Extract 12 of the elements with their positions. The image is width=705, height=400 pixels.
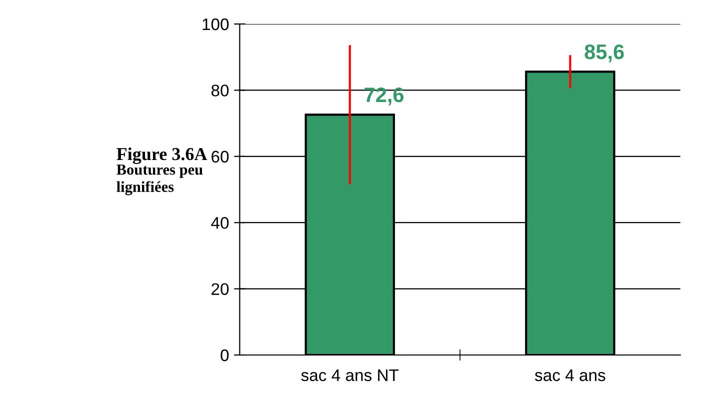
y-tick-label: 40 bbox=[211, 217, 229, 229]
y-tick-label: 0 bbox=[220, 349, 229, 362]
x-tick-label: sac 4 ans NT bbox=[301, 370, 399, 382]
data-label: 72,6 bbox=[364, 87, 404, 106]
text: Figure 3.6A bbox=[116, 147, 208, 164]
text: Boutures peu lignifiées bbox=[116, 164, 203, 196]
x-tick-label: sac 4 ans bbox=[534, 370, 606, 382]
y-tick-label: 60 bbox=[212, 150, 229, 163]
y-tick-label: 20 bbox=[212, 283, 229, 296]
data-label: 85,6 bbox=[584, 44, 624, 62]
y-tick-label: 100 bbox=[202, 18, 229, 30]
y-tick-label: 80 bbox=[211, 84, 229, 96]
